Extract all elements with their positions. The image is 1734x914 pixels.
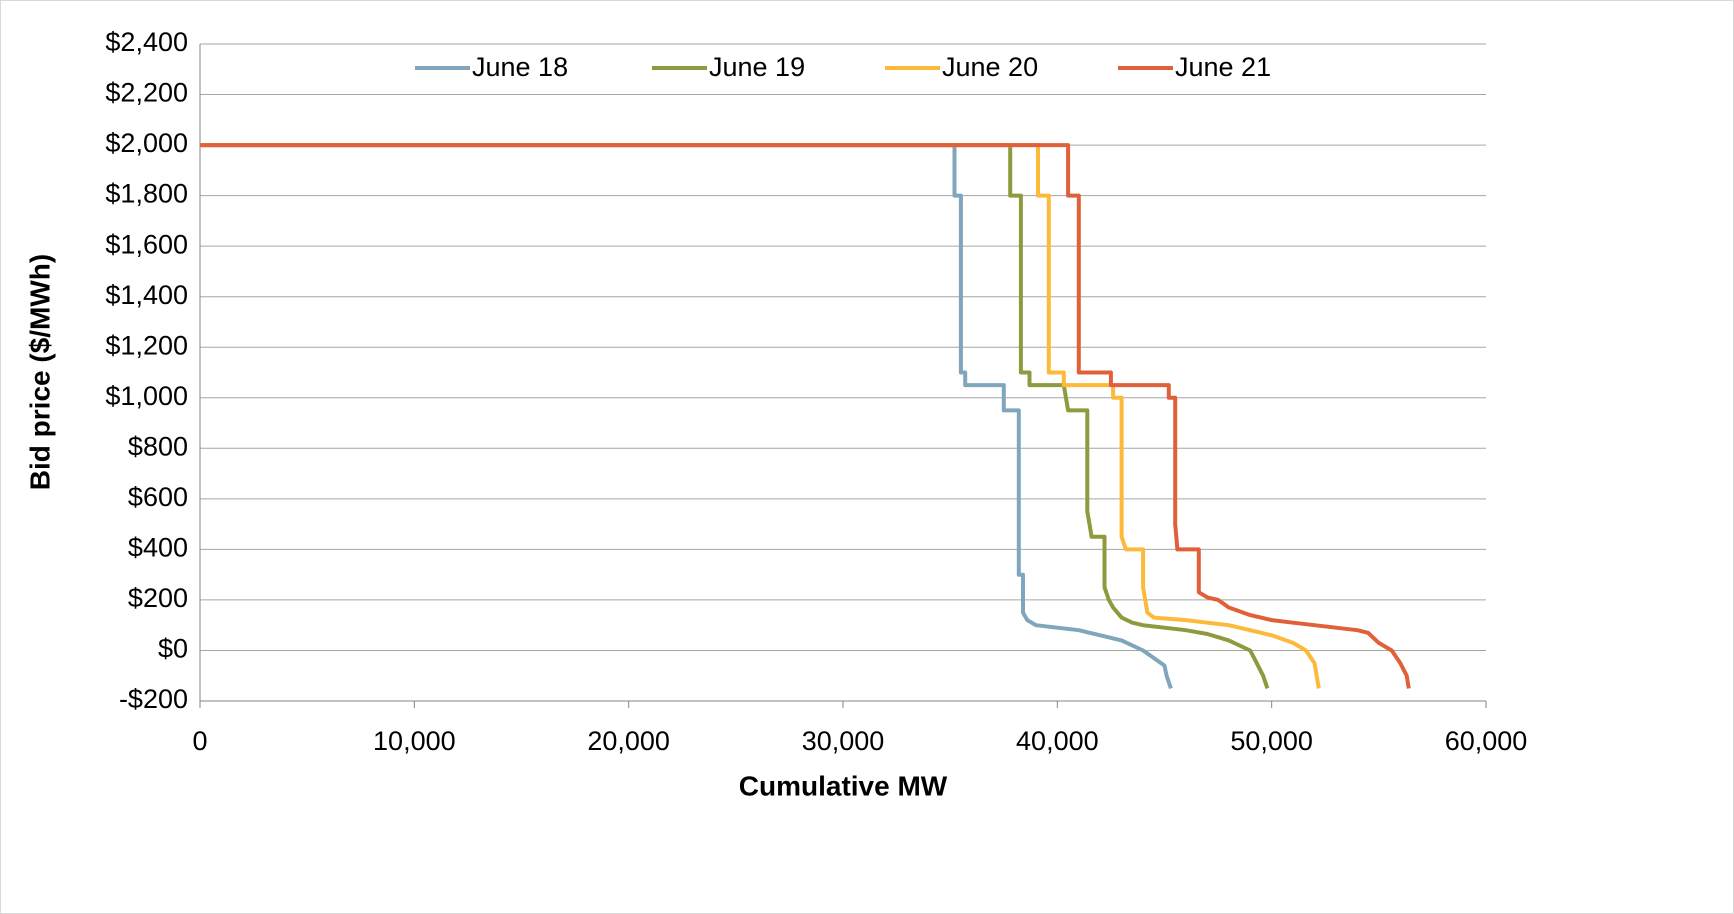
y-tick-label: $1,400 xyxy=(105,280,188,310)
y-tick-label: $200 xyxy=(128,583,188,613)
y-tick-label: $400 xyxy=(128,533,188,563)
y-tick-label: $2,400 xyxy=(105,27,188,57)
y-axis-title: Bid price ($/MWh) xyxy=(24,254,55,490)
x-tick-label: 20,000 xyxy=(587,726,670,756)
x-axis-title: Cumulative MW xyxy=(739,770,948,801)
y-tick-label: $2,200 xyxy=(105,78,188,108)
legend-label: June 20 xyxy=(942,52,1038,82)
x-tick-label: 10,000 xyxy=(373,726,456,756)
y-tick-label: $1,000 xyxy=(105,381,188,411)
series-line xyxy=(200,143,1270,690)
series-line xyxy=(200,143,1173,690)
x-tick-label: 40,000 xyxy=(1016,726,1099,756)
y-tick-label: $1,200 xyxy=(105,330,188,360)
y-tick-label: $1,600 xyxy=(105,229,188,259)
y-tick-label: $800 xyxy=(128,431,188,461)
x-tick-label: 50,000 xyxy=(1230,726,1313,756)
x-tick-label: 0 xyxy=(192,726,207,756)
x-tick-label: 60,000 xyxy=(1445,726,1528,756)
y-tick-label: $1,800 xyxy=(105,179,188,209)
y-tick-label: $600 xyxy=(128,482,188,512)
series-line xyxy=(200,143,1321,689)
legend-label: June 18 xyxy=(472,52,568,82)
y-tick-label: $2,000 xyxy=(105,128,188,158)
legend-label: June 19 xyxy=(709,52,805,82)
y-tick-label: $0 xyxy=(158,634,188,664)
x-tick-label: 30,000 xyxy=(802,726,885,756)
series-line xyxy=(200,143,1411,689)
y-tick-label: -$200 xyxy=(119,684,188,714)
legend-label: June 21 xyxy=(1175,52,1271,82)
